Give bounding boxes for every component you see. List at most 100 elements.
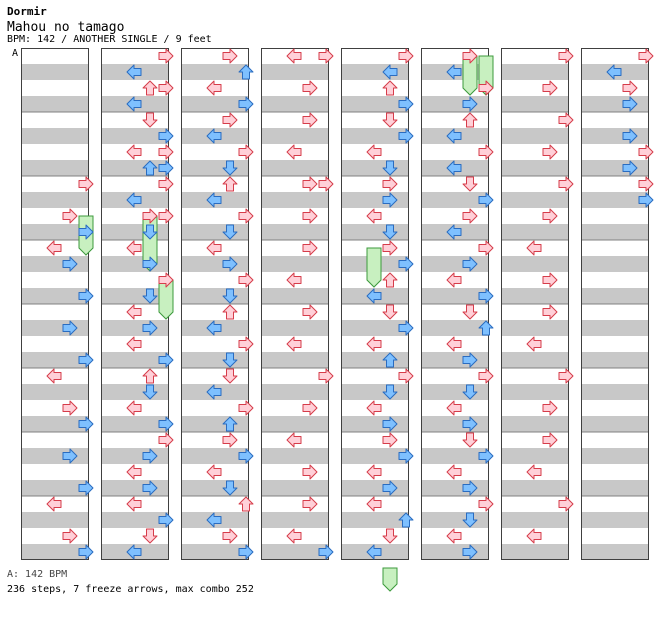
step-arrow-left bbox=[286, 48, 302, 64]
step-arrow-left bbox=[366, 544, 382, 560]
freeze-arrow bbox=[382, 567, 398, 592]
step-arrow-right bbox=[302, 400, 318, 416]
beat-stripe bbox=[501, 544, 569, 560]
step-arrow-right bbox=[622, 128, 638, 144]
step-arrow-left bbox=[126, 240, 142, 256]
beat-stripe bbox=[341, 512, 409, 528]
beat-stripe bbox=[341, 320, 409, 336]
step-arrow-right bbox=[478, 144, 494, 160]
beat-stripe bbox=[501, 416, 569, 432]
step-arrow-right bbox=[238, 272, 254, 288]
step-arrow-left bbox=[526, 528, 542, 544]
step-arrow-left bbox=[206, 512, 222, 528]
step-arrow-right bbox=[302, 304, 318, 320]
step-arrow-left bbox=[446, 464, 462, 480]
beat-stripe bbox=[21, 256, 89, 272]
step-arrow-left bbox=[46, 240, 62, 256]
step-arrow-right bbox=[62, 320, 78, 336]
step-arrow-right bbox=[398, 320, 414, 336]
step-arrow-left bbox=[446, 128, 462, 144]
step-arrow-up bbox=[222, 416, 238, 432]
step-arrow-right bbox=[302, 80, 318, 96]
step-arrow-right bbox=[398, 256, 414, 272]
step-arrow-right bbox=[222, 48, 238, 64]
beat-stripe bbox=[341, 448, 409, 464]
step-arrow-down bbox=[382, 528, 398, 544]
step-arrow-left bbox=[286, 528, 302, 544]
step-arrow-right bbox=[158, 176, 174, 192]
step-arrow-left bbox=[206, 128, 222, 144]
beat-stripe bbox=[421, 448, 489, 464]
beat-stripe bbox=[421, 512, 489, 528]
step-arrow-left bbox=[526, 240, 542, 256]
step-arrow-right bbox=[142, 480, 158, 496]
step-arrow-left bbox=[126, 544, 142, 560]
beat-stripe bbox=[21, 160, 89, 176]
beat-stripe bbox=[21, 96, 89, 112]
beat-stripe bbox=[21, 128, 89, 144]
beat-stripe bbox=[21, 416, 89, 432]
artist-name: Dormir bbox=[7, 5, 47, 18]
step-arrow-left bbox=[206, 384, 222, 400]
step-arrow-right bbox=[542, 400, 558, 416]
step-arrow-right bbox=[398, 368, 414, 384]
step-arrow-left bbox=[366, 208, 382, 224]
beat-stripe bbox=[501, 64, 569, 80]
step-arrow-right bbox=[318, 544, 334, 560]
beat-stripe bbox=[421, 288, 489, 304]
step-arrow-right bbox=[62, 256, 78, 272]
beat-stripe bbox=[581, 192, 649, 208]
step-arrow-up bbox=[382, 352, 398, 368]
step-arrow-right bbox=[142, 208, 158, 224]
step-arrow-right bbox=[158, 48, 174, 64]
step-arrow-left bbox=[446, 64, 462, 80]
step-arrow-right bbox=[462, 48, 478, 64]
beat-stripe bbox=[21, 224, 89, 240]
beat-stripe bbox=[421, 96, 489, 112]
step-arrow-right bbox=[158, 352, 174, 368]
beat-stripe bbox=[261, 64, 329, 80]
beat-stripe bbox=[101, 320, 169, 336]
step-arrow-right bbox=[302, 464, 318, 480]
beat-stripe bbox=[421, 352, 489, 368]
beat-stripe bbox=[21, 480, 89, 496]
step-arrow-right bbox=[382, 416, 398, 432]
chart-column bbox=[421, 48, 489, 560]
step-arrow-up bbox=[238, 496, 254, 512]
step-arrow-right bbox=[382, 480, 398, 496]
chart-column bbox=[341, 48, 409, 560]
step-arrow-right bbox=[638, 176, 654, 192]
beat-stripe bbox=[181, 544, 249, 560]
beat-stripe bbox=[261, 192, 329, 208]
step-arrow-up bbox=[382, 80, 398, 96]
step-arrow-down bbox=[462, 512, 478, 528]
step-arrow-right bbox=[158, 80, 174, 96]
beat-stripe bbox=[181, 448, 249, 464]
beat-stripe bbox=[101, 384, 169, 400]
beat-stripe bbox=[261, 224, 329, 240]
step-arrow-up bbox=[478, 320, 494, 336]
beat-stripe bbox=[261, 544, 329, 560]
step-arrow-left bbox=[446, 272, 462, 288]
beat-stripe bbox=[21, 320, 89, 336]
step-arrow-right bbox=[478, 240, 494, 256]
step-arrow-right bbox=[558, 48, 574, 64]
beat-stripe bbox=[261, 352, 329, 368]
beat-stripe bbox=[501, 512, 569, 528]
beat-stripe bbox=[581, 96, 649, 112]
step-arrow-right bbox=[78, 416, 94, 432]
step-arrow-down bbox=[382, 224, 398, 240]
chart-column bbox=[581, 48, 649, 560]
beat-stripe bbox=[21, 64, 89, 80]
beat-stripe bbox=[261, 512, 329, 528]
beat-stripe bbox=[581, 480, 649, 496]
step-arrow-right bbox=[238, 336, 254, 352]
beat-stripe bbox=[581, 288, 649, 304]
step-arrow-up bbox=[222, 304, 238, 320]
step-arrow-right bbox=[462, 416, 478, 432]
step-arrow-right bbox=[62, 448, 78, 464]
beat-stripe bbox=[581, 352, 649, 368]
beat-stripe bbox=[421, 416, 489, 432]
beat-stripe bbox=[341, 96, 409, 112]
step-arrow-left bbox=[526, 464, 542, 480]
